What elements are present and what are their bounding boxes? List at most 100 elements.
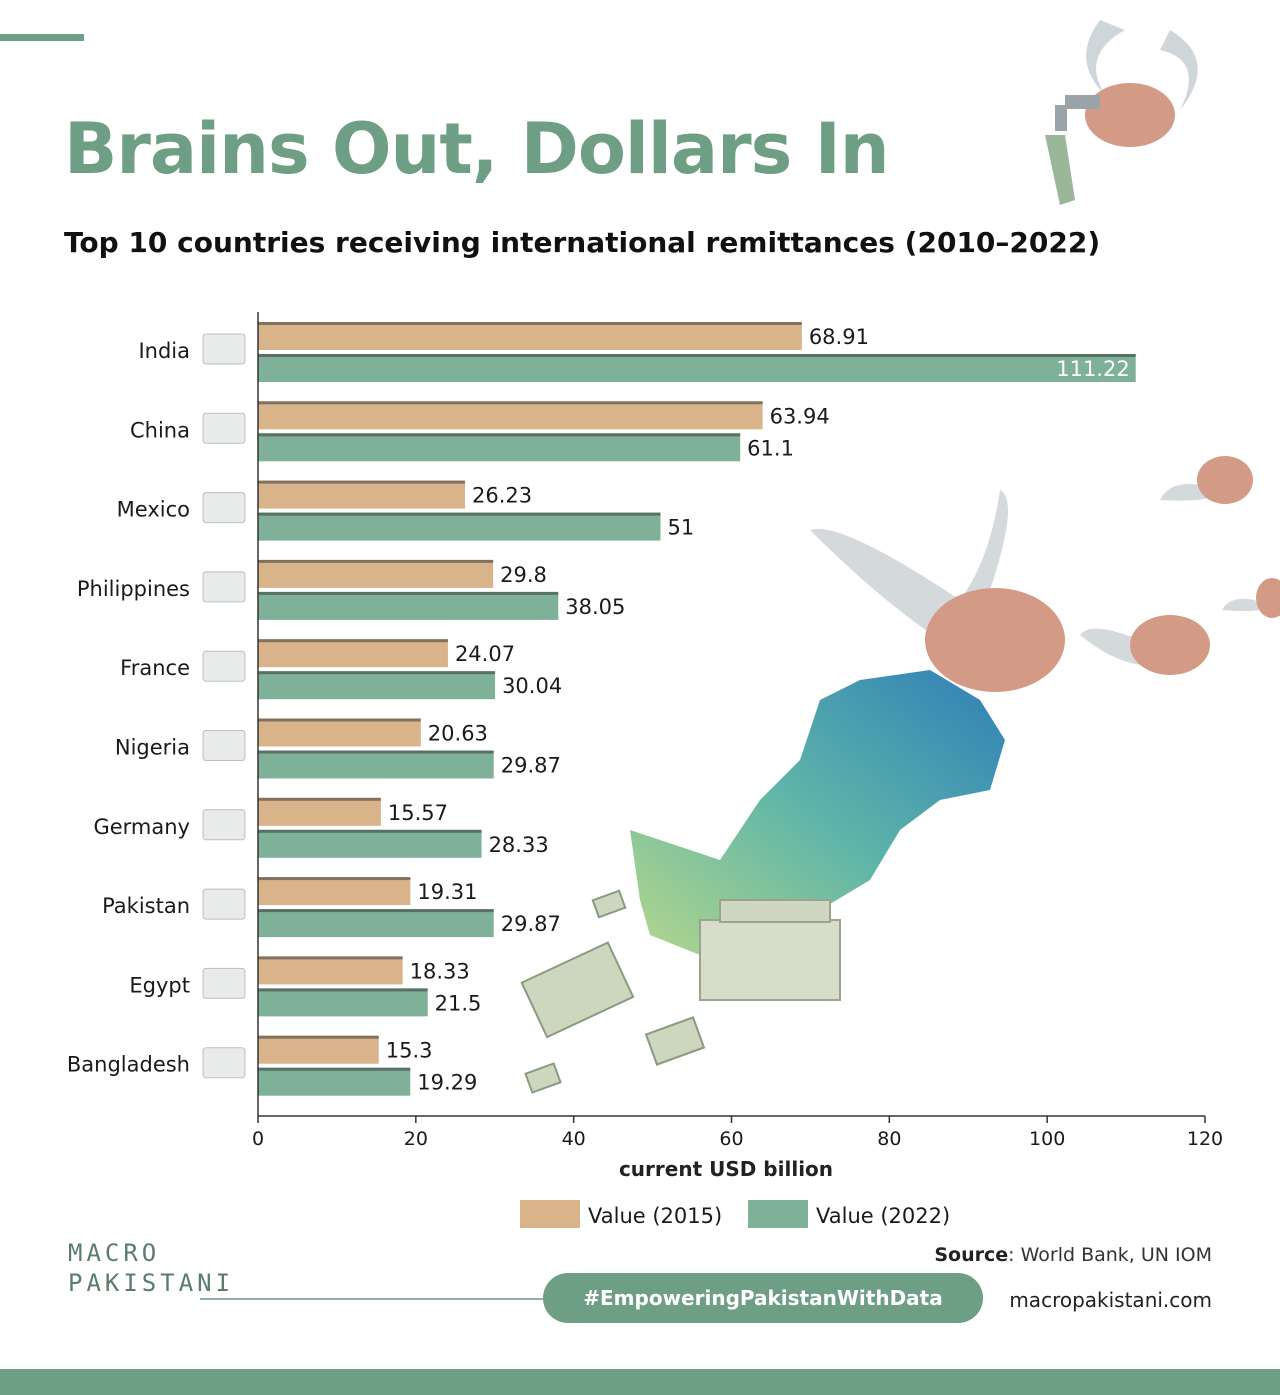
bar-shadow <box>258 591 559 595</box>
country-label: Germany <box>93 815 190 839</box>
data-label: 18.33 <box>410 959 470 983</box>
flag-icon <box>202 333 246 365</box>
bar-2015 <box>258 797 381 826</box>
country-label: Mexico <box>117 498 190 522</box>
legend-label: Value (2015) <box>588 1204 722 1228</box>
data-label: 29.8 <box>500 563 547 587</box>
x-tick-label: 80 <box>877 1128 901 1150</box>
data-label: 20.63 <box>428 722 488 746</box>
bar-2015 <box>258 480 465 509</box>
data-label: 15.57 <box>388 801 448 825</box>
logo-line-1: MACRO <box>68 1239 161 1267</box>
bar-shadow <box>258 956 403 960</box>
hashtag-badge: #EmpoweringPakistanWithData <box>543 1273 983 1323</box>
bar-shadow <box>258 988 428 992</box>
bar-2022 <box>258 750 494 779</box>
data-label: 68.91 <box>809 325 869 349</box>
bar-2022 <box>258 1067 411 1096</box>
data-label: 38.05 <box>565 595 625 619</box>
bar-shadow <box>258 877 411 881</box>
data-label: 28.33 <box>489 833 549 857</box>
flag-icon <box>202 967 246 999</box>
bar-shadow <box>258 1035 379 1039</box>
bars-layer <box>258 322 1136 1096</box>
bar-shadow <box>258 797 381 801</box>
bar-2015 <box>258 322 802 350</box>
bar-2022 <box>258 671 496 700</box>
bar-2015 <box>258 1035 379 1064</box>
country-label: Bangladesh <box>67 1053 190 1077</box>
bar-2015 <box>258 639 448 668</box>
bar-shadow <box>258 433 741 437</box>
data-label: 19.31 <box>417 880 477 904</box>
data-label: 63.94 <box>770 404 830 428</box>
x-tick-label: 100 <box>1029 1128 1065 1150</box>
bar-2022 <box>258 433 741 462</box>
data-label: 29.87 <box>501 754 561 778</box>
x-tick-label: 120 <box>1187 1128 1223 1150</box>
legend-label: Value (2022) <box>816 1204 950 1228</box>
bar-2015 <box>258 401 763 430</box>
data-label: 30.04 <box>502 674 562 698</box>
data-label: 111.22 <box>1056 357 1129 381</box>
flag-icon <box>202 412 246 444</box>
x-tick-label: 60 <box>719 1128 743 1150</box>
bar-shadow <box>258 829 482 833</box>
x-axis: 0 20 40 60 80 100 120 <box>252 312 1223 1150</box>
bar-shadow <box>258 718 421 722</box>
bar-2022 <box>258 354 1136 382</box>
country-label: Nigeria <box>115 736 190 760</box>
x-tick-label: 20 <box>404 1128 428 1150</box>
source-text: : World Bank, UN IOM <box>1008 1244 1212 1266</box>
flag-icon <box>202 1047 246 1079</box>
page-subtitle: Top 10 countries receiving international… <box>64 226 1101 259</box>
bar-2022 <box>258 512 661 541</box>
source-note: Source: World Bank, UN IOM <box>934 1244 1212 1266</box>
country-label: India <box>138 339 190 363</box>
flag-icon <box>202 730 246 761</box>
bar-shadow <box>258 639 448 643</box>
bar-shadow <box>258 909 494 913</box>
bar-2015 <box>258 956 403 985</box>
legend-swatch <box>748 1200 808 1228</box>
bar-shadow <box>258 559 494 563</box>
country-label: China <box>130 418 190 442</box>
website-link[interactable]: macropakistani.com <box>1009 1288 1212 1312</box>
x-tick-label: 40 <box>562 1128 586 1150</box>
bottom-accent-band <box>0 1369 1280 1395</box>
chart-legend: Value (2015) Value (2022) <box>520 1200 950 1228</box>
bar-shadow <box>258 1067 411 1071</box>
legend-swatch <box>520 1200 580 1228</box>
bar-2022 <box>258 829 482 858</box>
bar-shadow <box>258 671 496 675</box>
bar-shadow <box>258 354 1136 357</box>
bar-2022 <box>258 909 494 938</box>
top-accent-bar <box>0 34 84 41</box>
flag-icon <box>202 650 246 682</box>
labels-layer: India 68.91 111.22 China 63.94 61.1 Mexico 26.2… <box>67 325 1130 1095</box>
bar-2015 <box>258 718 421 747</box>
source-label: Source <box>934 1244 1009 1266</box>
flag-icon <box>202 571 246 603</box>
brand-logo: MACRO PAKISTANI <box>68 1238 234 1298</box>
bar-shadow <box>258 750 494 754</box>
data-label: 61.1 <box>747 436 794 460</box>
bar-shadow <box>258 322 802 325</box>
data-label: 51 <box>667 516 694 540</box>
flag-icon <box>202 888 246 920</box>
flag-icon <box>202 492 246 524</box>
data-label: 26.23 <box>472 484 532 508</box>
data-label: 24.07 <box>455 642 515 666</box>
country-label: Pakistan <box>102 894 190 918</box>
x-tick-label: 0 <box>252 1128 264 1150</box>
data-label: 21.5 <box>435 991 482 1015</box>
bar-2022 <box>258 591 559 620</box>
country-label: France <box>120 656 190 680</box>
country-label: Egypt <box>129 973 190 997</box>
data-label: 15.3 <box>386 1039 433 1063</box>
bar-2015 <box>258 877 411 906</box>
logo-line-2: PAKISTANI <box>68 1269 235 1297</box>
page-title: Brains Out, Dollars In <box>64 108 890 190</box>
data-label: 19.29 <box>417 1071 477 1095</box>
logo-divider <box>200 1298 550 1300</box>
